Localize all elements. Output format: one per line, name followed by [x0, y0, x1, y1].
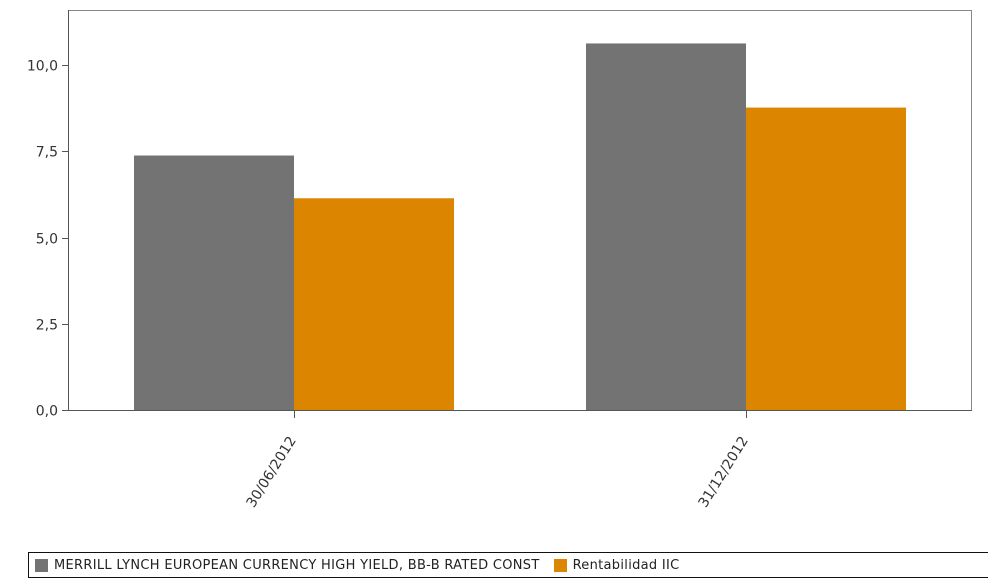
x-category-label: 31/12/2012	[696, 434, 752, 511]
x-category-label: 30/06/2012	[244, 434, 300, 511]
legend-label-benchmark: MERRILL LYNCH EUROPEAN CURRENCY HIGH YIE…	[54, 557, 540, 573]
y-tick-label: 5,0	[36, 232, 58, 248]
bar-benchmark-2	[586, 43, 746, 411]
bar-benchmark-1	[134, 155, 294, 410]
axes-group	[68, 10, 972, 411]
bar-chart: 0,0 2,5 5,0 7,5 10,0 30/06/2012 31/12/2012	[27, 10, 972, 511]
y-tick-label: 0,0	[36, 404, 58, 420]
legend-swatch-fund	[553, 558, 567, 572]
plot-frame	[68, 10, 972, 410]
y-axis-ticks: 0,0 2,5 5,0 7,5 10,0	[27, 59, 68, 420]
legend: MERRILL LYNCH EUROPEAN CURRENCY HIGH YIE…	[28, 552, 988, 578]
legend-item-fund: Rentabilidad IIC	[553, 557, 680, 573]
x-axis-ticks: 30/06/2012 31/12/2012	[244, 410, 752, 511]
legend-item-benchmark: MERRILL LYNCH EUROPEAN CURRENCY HIGH YIE…	[35, 558, 540, 573]
legend-label-fund: Rentabilidad IIC	[572, 557, 680, 573]
bar-fund-1	[294, 198, 454, 410]
y-tick-label: 2,5	[36, 318, 58, 334]
y-tick-label: 7,5	[36, 145, 58, 161]
bars-group	[134, 43, 906, 411]
legend-swatch-benchmark	[35, 558, 48, 572]
bar-fund-2	[746, 107, 906, 410]
y-tick-label: 10,0	[27, 59, 58, 75]
